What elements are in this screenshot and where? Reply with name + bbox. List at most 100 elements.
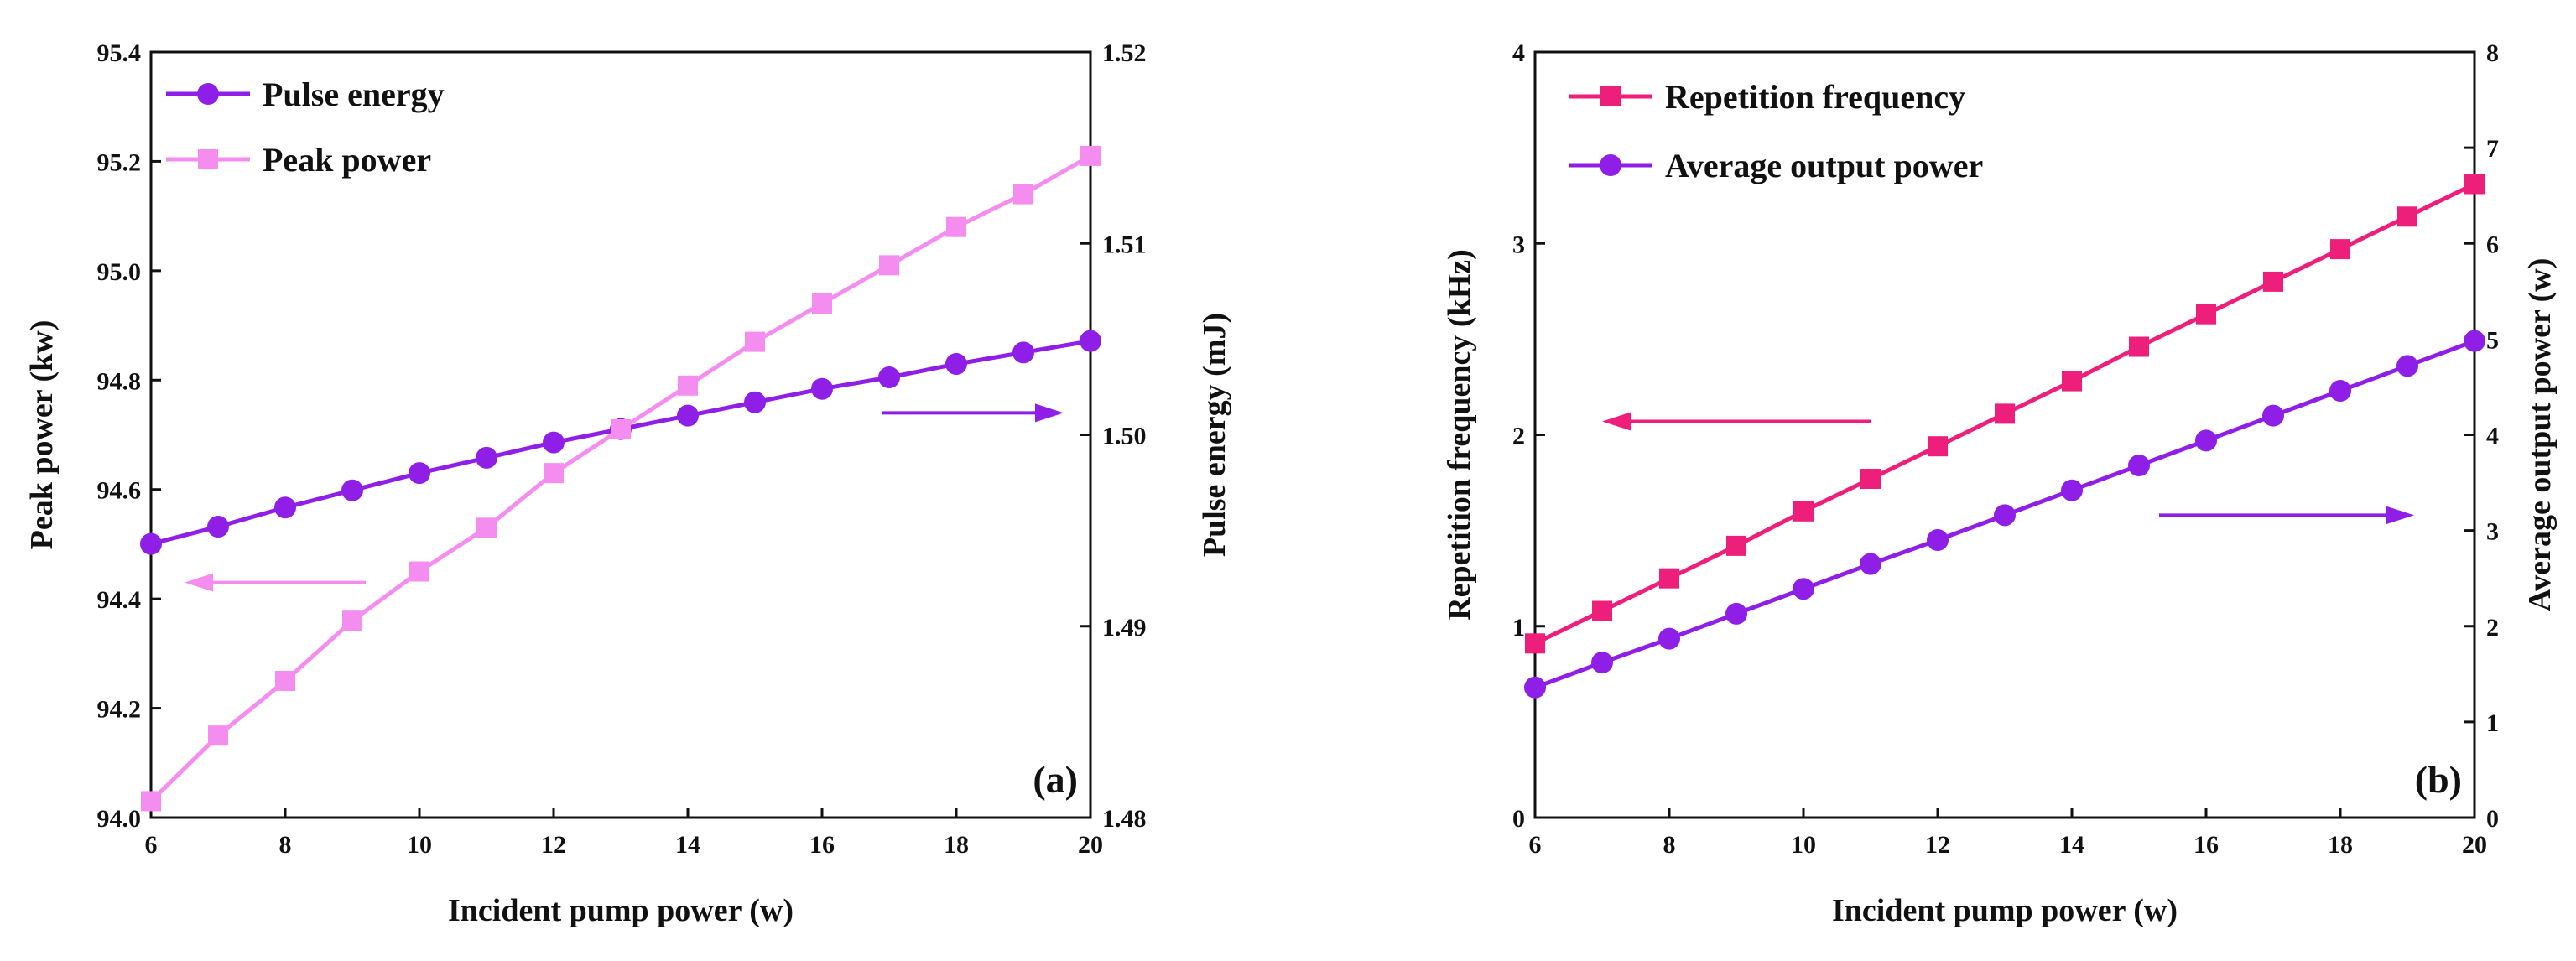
data-point xyxy=(611,418,631,439)
left-tick-label: 95.4 xyxy=(97,39,142,67)
left-axis-label: Peak power (kw) xyxy=(24,320,60,550)
data-point xyxy=(2195,429,2217,452)
data-point xyxy=(811,377,833,400)
data-point xyxy=(342,610,362,631)
legend-label: Pulse energy xyxy=(263,75,445,113)
data-point xyxy=(1994,504,2016,527)
data-point xyxy=(2396,355,2418,377)
data-point xyxy=(1658,627,1680,650)
right-tick-label: 8 xyxy=(2486,39,2499,67)
data-point xyxy=(945,353,967,376)
data-point xyxy=(1592,600,1612,621)
left-tick-label: 0 xyxy=(1512,805,1525,833)
data-point xyxy=(1080,330,1101,352)
legend-label: Average output power xyxy=(1665,147,1983,184)
right-tick-label: 6 xyxy=(2486,231,2499,258)
data-point xyxy=(812,293,832,314)
right-axis-label: Pulse energy (mJ) xyxy=(1197,313,1232,557)
data-point xyxy=(2397,206,2417,227)
data-point xyxy=(1525,633,1545,654)
data-point xyxy=(2196,304,2216,325)
data-point xyxy=(1080,145,1101,166)
right-tick-label: 0 xyxy=(2486,805,2499,833)
data-point xyxy=(878,366,900,389)
data-point xyxy=(745,331,765,352)
data-point xyxy=(2329,380,2351,403)
data-point xyxy=(744,391,766,413)
legend-marker xyxy=(197,83,219,105)
right-tick-label: 3 xyxy=(2486,518,2499,546)
left-tick-label: 95.2 xyxy=(97,148,142,176)
x-tick-label: 20 xyxy=(1078,831,1103,859)
x-tick-label: 6 xyxy=(1529,831,1542,859)
data-point xyxy=(2062,371,2082,392)
x-tick-label: 18 xyxy=(944,831,969,859)
x-axis-label: Incident pump power (w) xyxy=(448,893,794,928)
data-point xyxy=(1860,553,1881,575)
panel-label: (b) xyxy=(2415,758,2462,801)
data-point xyxy=(1524,676,1546,699)
data-point xyxy=(2464,174,2485,195)
left-tick-label: 94.8 xyxy=(97,367,142,395)
data-point xyxy=(207,516,229,538)
x-tick-label: 10 xyxy=(1791,831,1816,859)
data-point xyxy=(274,496,296,519)
data-point xyxy=(544,463,564,484)
data-point xyxy=(946,216,966,237)
x-tick-label: 18 xyxy=(2328,831,2353,859)
left-tick-label: 94.2 xyxy=(97,696,142,724)
data-point xyxy=(409,561,429,582)
right-tick-label: 1.51 xyxy=(1102,231,1147,258)
legend-marker xyxy=(1600,154,1621,176)
data-point xyxy=(140,532,162,555)
x-tick-label: 8 xyxy=(279,831,292,859)
data-point xyxy=(1726,535,1746,556)
arrow-head-right xyxy=(2386,506,2414,525)
series-line-peak-power xyxy=(149,153,1092,803)
left-tick-label: 94.6 xyxy=(97,477,142,505)
x-axis-label: Incident pump power (w) xyxy=(1832,893,2178,928)
data-point xyxy=(341,479,363,501)
data-point xyxy=(1793,501,1814,522)
data-point xyxy=(1659,568,1679,589)
x-tick-label: 6 xyxy=(145,831,158,859)
data-point xyxy=(141,791,161,812)
data-point xyxy=(2061,479,2083,501)
left-tick-label: 95.0 xyxy=(97,258,142,286)
left-tick-label: 94.0 xyxy=(97,805,142,833)
panel-label: (a) xyxy=(1033,758,1078,801)
x-tick-label: 16 xyxy=(809,831,835,859)
left-axis-label: Repetition frequency (kHz) xyxy=(1442,249,1477,621)
data-point xyxy=(275,670,295,691)
legend-marker xyxy=(1600,86,1621,106)
data-point xyxy=(543,431,565,454)
legend-marker xyxy=(198,149,218,169)
data-point xyxy=(476,446,497,469)
data-point xyxy=(2330,239,2350,260)
right-tick-label: 4 xyxy=(2486,423,2499,450)
data-point xyxy=(1927,529,1949,552)
left-tick-label: 2 xyxy=(1512,423,1525,450)
data-point xyxy=(409,462,430,485)
data-point xyxy=(476,517,497,538)
data-point xyxy=(2129,336,2149,357)
data-point xyxy=(1793,578,1814,600)
arrow-head-left xyxy=(1602,412,1631,431)
right-tick-label: 2 xyxy=(2486,614,2499,642)
data-point xyxy=(678,375,698,396)
legend-label: Peak power xyxy=(263,141,431,179)
legend-label: Repetition frequency xyxy=(1665,78,1965,116)
data-point xyxy=(2263,271,2283,292)
x-tick-label: 16 xyxy=(2194,831,2219,859)
x-tick-label: 10 xyxy=(407,831,432,859)
data-point xyxy=(1860,468,1881,489)
data-point xyxy=(879,255,899,276)
x-tick-label: 12 xyxy=(1925,831,1950,859)
data-point xyxy=(2262,404,2284,427)
data-point xyxy=(1928,436,1948,457)
arrow-head-right xyxy=(1035,403,1064,423)
left-tick-label: 1 xyxy=(1512,614,1525,642)
x-tick-label: 12 xyxy=(541,831,566,859)
left-tick-label: 94.4 xyxy=(97,586,142,614)
